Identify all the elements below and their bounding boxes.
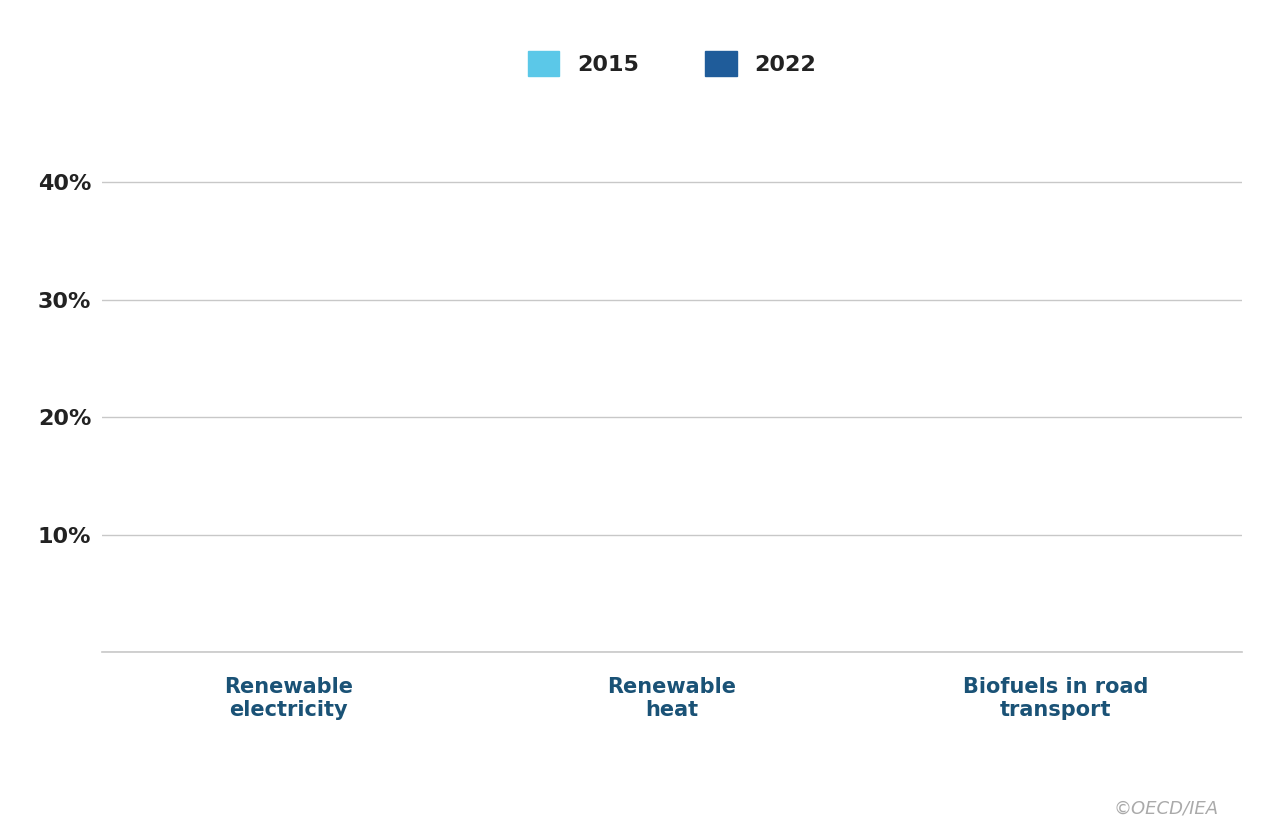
Text: ©OECD/IEA: ©OECD/IEA <box>1114 799 1219 818</box>
Legend: 2015, 2022: 2015, 2022 <box>517 39 827 88</box>
